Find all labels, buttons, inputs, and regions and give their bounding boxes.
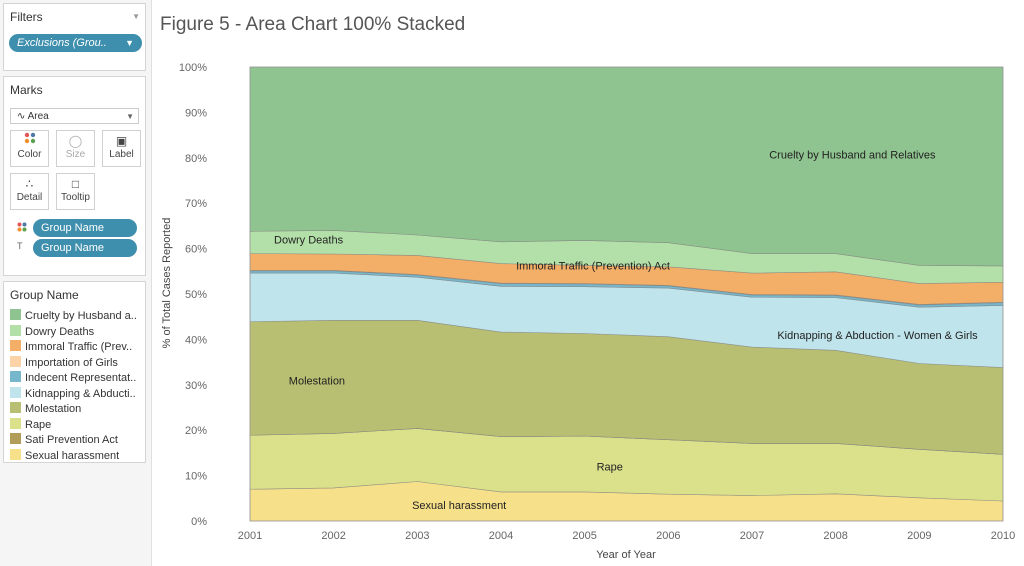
y-tick-label: 30%: [185, 380, 207, 392]
y-tick-label: 70%: [185, 198, 207, 210]
legend-label: Kidnapping & Abducti..: [25, 387, 136, 400]
label-field-label: Group Name: [41, 242, 104, 254]
y-tick-label: 90%: [185, 107, 207, 119]
y-axis-label: % of Total Cases Reported: [161, 218, 173, 349]
y-tick-label: 10%: [185, 471, 207, 483]
x-tick-label: 2007: [740, 530, 764, 542]
chevron-down-icon: ▼: [126, 112, 134, 121]
legend-item[interactable]: Immoral Traffic (Prev..: [10, 340, 144, 355]
y-tick-label: 80%: [185, 153, 207, 165]
color-button-label: Color: [17, 149, 42, 160]
area-chart-icon: ∿: [17, 111, 26, 122]
label-field-pill[interactable]: Group Name: [33, 239, 137, 257]
filters-card: Filters ▼ Exclusions (Grou.. ▼: [3, 3, 146, 71]
legend-label: Immoral Traffic (Prev..: [25, 341, 133, 353]
marks-title: Marks: [10, 83, 43, 97]
tooltip-button-label: Tooltip: [61, 192, 90, 203]
filters-title: Filters: [10, 10, 43, 24]
sidebar: Filters ▼ Exclusions (Grou.. ▼ Marks ∿ A…: [0, 0, 152, 566]
x-tick-label: 2008: [823, 530, 847, 542]
legend-swatch: [10, 386, 21, 398]
x-tick-label: 2005: [572, 530, 596, 542]
legend-item[interactable]: Importation of Girls: [10, 355, 144, 371]
y-tick-label: 40%: [185, 334, 207, 346]
exclusions-filter-pill[interactable]: Exclusions (Grou.. ▼: [9, 34, 142, 52]
area-label: Rape: [597, 462, 623, 474]
text-label-icon: T: [17, 241, 23, 251]
legend-swatch: [10, 324, 21, 336]
x-axis-label: Year of Year: [596, 549, 656, 561]
mark-type-value: Area: [27, 111, 49, 122]
area-label: Cruelty by Husband and Relatives: [769, 150, 936, 162]
x-tick-label: 2001: [238, 530, 262, 542]
area-label: Dowry Deaths: [274, 235, 344, 247]
legend-item[interactable]: Rape: [10, 417, 144, 433]
legend-label: Molestation: [25, 403, 82, 415]
x-tick-label: 2009: [907, 530, 931, 542]
color-dots-icon: [17, 222, 27, 234]
legend-item[interactable]: Sexual harassment: [10, 448, 144, 464]
y-tick-label: 50%: [185, 289, 207, 301]
legend-swatch: [10, 309, 21, 320]
mark-type-select[interactable]: ∿ Area ▼: [10, 108, 139, 124]
x-tick-label: 2006: [656, 530, 680, 542]
legend-label: Dowry Deaths: [25, 325, 95, 338]
legend-label: Rape: [25, 418, 52, 431]
legend-item[interactable]: Indecent Representat..: [10, 371, 144, 386]
legend-label: Indecent Representat..: [25, 372, 137, 384]
legend-item[interactable]: Cruelty by Husband a..: [10, 309, 144, 324]
size-icon: ◯: [68, 134, 83, 148]
area-label: Immoral Traffic (Prevention) Act: [516, 260, 670, 272]
y-tick-label: 0%: [191, 516, 207, 528]
legend-swatch: [10, 448, 21, 460]
legend-label: Importation of Girls: [25, 356, 118, 369]
legend-swatch: [10, 417, 21, 429]
area-label: Sexual harassment: [412, 500, 506, 512]
page-title: Figure 5 - Area Chart 100% Stacked: [160, 14, 466, 35]
legend-title: Group Name: [10, 288, 79, 302]
area-label: Kidnapping & Abduction - Women & Girls: [777, 330, 978, 342]
detail-dots-icon: ∴: [25, 177, 34, 191]
detail-button-label: Detail: [16, 192, 43, 203]
x-tick-label: 2004: [489, 530, 513, 542]
legend-swatch: [10, 355, 21, 367]
y-tick-label: 20%: [185, 425, 207, 437]
label-button[interactable]: ▣ Label: [102, 130, 141, 167]
legend-label: Cruelty by Husband a..: [25, 310, 137, 322]
color-button[interactable]: Color: [10, 130, 49, 167]
filter-pill-label: Exclusions (Grou..: [17, 37, 107, 49]
legend-swatch: [10, 402, 21, 413]
legend-label: Sexual harassment: [25, 449, 120, 462]
area-label: Molestation: [289, 375, 345, 387]
size-button[interactable]: ◯ Size: [56, 130, 95, 167]
x-tick-label: 2003: [405, 530, 429, 542]
legend-item[interactable]: Kidnapping & Abducti..: [10, 386, 144, 402]
plot-border: [249, 66, 1004, 522]
dropdown-arrow-icon[interactable]: ▼: [125, 38, 134, 48]
color-field-label: Group Name: [41, 222, 104, 234]
legend-item[interactable]: Dowry Deaths: [10, 324, 144, 340]
x-tick-label: 2002: [321, 530, 345, 542]
marks-card: Marks ∿ Area ▼ Color ◯ Size ▣ Label ∴ De…: [3, 76, 146, 276]
legend-item[interactable]: Molestation: [10, 402, 144, 417]
y-tick-label: 100%: [179, 62, 207, 74]
size-button-label: Size: [65, 149, 86, 160]
color-palette-icon: [11, 131, 48, 149]
legend-label: Sati Prevention Act: [25, 434, 118, 446]
y-tick-label: 60%: [185, 244, 207, 256]
legend-swatch: [10, 433, 21, 444]
color-field-pill[interactable]: Group Name: [33, 219, 137, 237]
x-tick-label: 2010: [991, 530, 1015, 542]
label-button-label: Label: [109, 149, 134, 160]
legend-item[interactable]: Sati Prevention Act: [10, 433, 144, 448]
detail-button[interactable]: ∴ Detail: [10, 173, 49, 210]
legend-swatch: [10, 371, 21, 382]
text-label-icon: ▣: [115, 134, 128, 148]
tooltip-button[interactable]: □ Tooltip: [56, 173, 95, 210]
chevron-down-icon[interactable]: ▼: [132, 12, 140, 21]
legend-card: Group Name Cruelty by Husband a.. Dowry D…: [3, 281, 146, 463]
legend-swatch: [10, 340, 21, 351]
tooltip-icon: □: [71, 177, 80, 191]
